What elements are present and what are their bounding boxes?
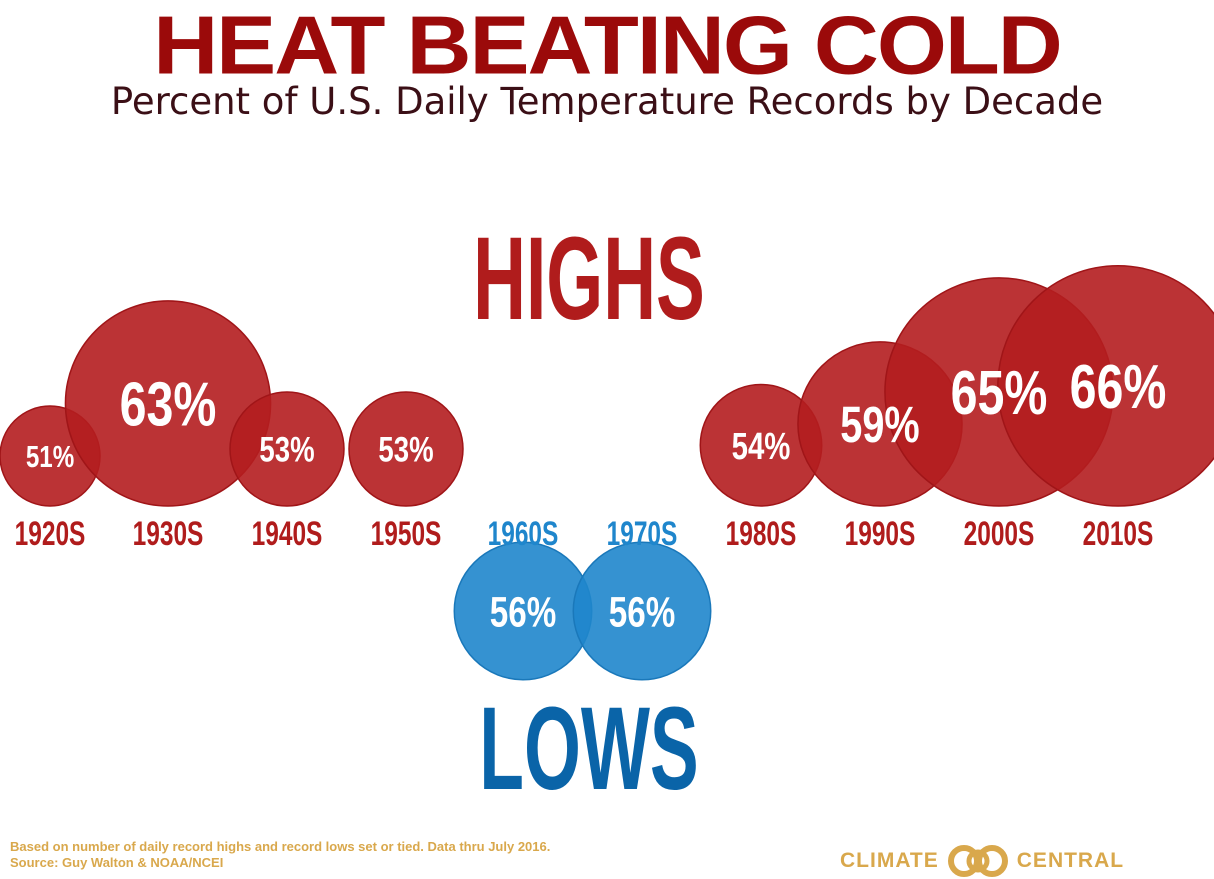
category-label-1990s: 1990S [845, 515, 916, 553]
bubble-1950s [348, 391, 464, 507]
value-label-1970s: 56% [609, 588, 675, 636]
chart-subtitle: Percent of U.S. Daily Temperature Record… [110, 80, 1104, 123]
category-label-1960s: 1960S [488, 515, 559, 553]
category-label-2000s: 2000S [964, 515, 1035, 553]
bubble-1940s [229, 391, 345, 507]
category-label-2010s: 2010S [1083, 515, 1154, 553]
value-label-1940s: 53% [259, 429, 314, 469]
category-label-1980s: 1980S [726, 515, 797, 553]
bubbles [0, 265, 1214, 681]
climate-central-logo: CLIMATE CENTRAL [840, 843, 1124, 879]
category-label-1950s: 1950S [371, 515, 442, 553]
category-label-1920s: 1920S [15, 515, 86, 553]
highs-label: HIGHS [473, 213, 705, 345]
bubble-1970s [572, 541, 712, 681]
footnote-note: Based on number of daily record highs an… [10, 839, 551, 854]
value-label-1930s: 63% [120, 370, 217, 439]
value-label-1920s: 51% [26, 439, 74, 474]
category-label-1940s: 1940S [252, 515, 323, 553]
category-label-1970s: 1970S [607, 515, 678, 553]
value-label-1990s: 59% [840, 397, 919, 454]
value-label-1950s: 53% [378, 429, 433, 469]
logo-text-right: CENTRAL [1016, 849, 1125, 872]
value-label-2010s: 66% [1070, 352, 1167, 421]
lows-label: LOWS [479, 683, 699, 815]
chart-title: HEAT BEATING COLD [153, 0, 1063, 93]
footnote-source: Source: Guy Walton & NOAA/NCEI [10, 855, 224, 870]
bubble-values: 51% 63% 53% 53% 56% 56% 54% 59% 65% 66% [26, 352, 1167, 636]
bubble-2010s [997, 265, 1214, 507]
value-label-1960s: 56% [490, 588, 556, 636]
logo-text-left: CLIMATE [840, 849, 939, 872]
value-label-2000s: 65% [951, 359, 1048, 428]
category-label-1930s: 1930S [133, 515, 204, 553]
value-label-1980s: 54% [732, 425, 791, 467]
logo-rings-icon [947, 845, 1008, 877]
category-labels: 1920S 1930S 1940S 1950S 1960S 1970S 1980S 1990S… [15, 515, 1154, 553]
